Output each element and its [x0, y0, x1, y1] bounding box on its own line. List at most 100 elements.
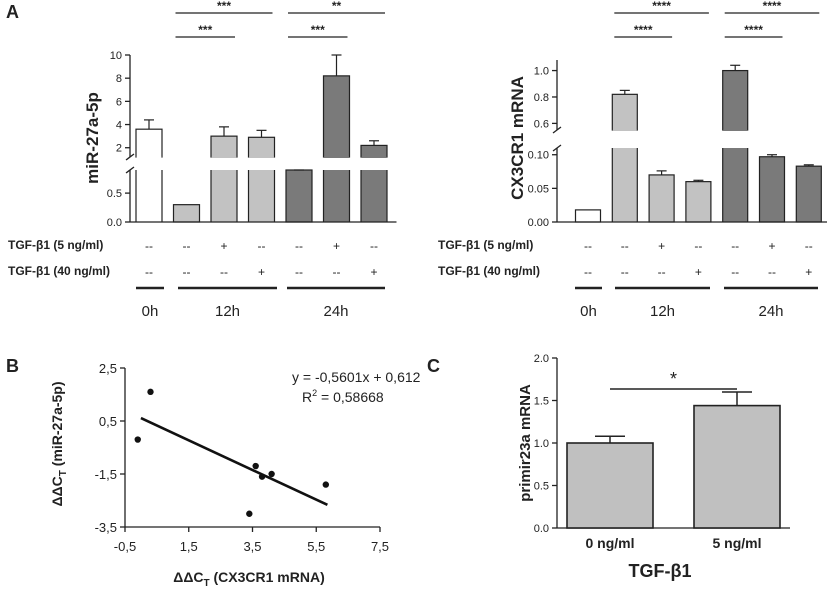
axis-break-mark [552, 126, 562, 134]
y-tick-label: 0.00 [528, 217, 549, 229]
treatment-cell: + [370, 265, 377, 279]
bar [722, 69, 749, 131]
b-xlabel: ΔΔCT (CX3CR1 mRNA) [173, 569, 324, 589]
treatment-cell: -- [584, 265, 592, 279]
bar-join [324, 156, 349, 158]
axis-break-mark [125, 166, 135, 174]
bar-outline [722, 148, 749, 222]
treatment-cell: -- [145, 239, 153, 253]
b-ylabel-main: ΔΔC [49, 476, 65, 506]
significance-stars: *** [198, 23, 212, 37]
bar [685, 181, 712, 223]
b-ylabel: ΔΔCT (miR-27a-5p) [49, 381, 69, 506]
treatment-cell: + [220, 239, 227, 253]
panel-label-a: A [6, 2, 19, 22]
y-tick-label: 1.5 [534, 396, 549, 408]
treatment-cell: -- [258, 239, 266, 253]
scatter-point [258, 473, 266, 480]
bar-join [136, 156, 162, 158]
b-xlabel-main: ΔΔC [173, 569, 203, 585]
y-tick-label: 2.0 [534, 353, 549, 365]
bar-join [249, 156, 274, 158]
treatment-cell: -- [694, 239, 702, 253]
time-label: 24h [323, 303, 348, 320]
bar-outline [360, 170, 388, 222]
significance-stars: **** [634, 23, 653, 37]
bar-outline [135, 170, 163, 222]
bar-lower-segment [136, 170, 162, 222]
bar [566, 442, 654, 529]
bar [758, 156, 786, 223]
axis-break-mark [125, 153, 135, 161]
bar-join [211, 156, 237, 158]
time-label: 12h [650, 303, 675, 320]
y-tick-label: 0.6 [534, 118, 549, 130]
bar-outline [322, 170, 351, 222]
bar-lower-segment [323, 170, 350, 222]
chart-c-bar: primir23a mRNA TGF-β1 0.0 0.5 1.0 1.5 2.0 0 n… [517, 353, 790, 581]
x-tick-label: 3,5 [243, 539, 261, 554]
y-tick-label: -3,5 [95, 520, 117, 535]
bar [611, 93, 638, 131]
treatment-cell: -- [183, 239, 191, 253]
treatment-table-right: TGF-β1 (5 ng/ml) TGF-β1 (40 ng/ml) -- -- +… [438, 238, 818, 320]
treatment-cell: + [258, 265, 265, 279]
bar-outline [611, 148, 638, 222]
b-xlabel-sub: T [204, 578, 210, 589]
significance-stars: **** [744, 23, 763, 37]
panel-label-c: C [427, 356, 440, 376]
scatter-point [134, 436, 141, 443]
treatment-cell: + [658, 239, 665, 253]
time-label: 0h [580, 303, 597, 320]
treatment-cell: -- [183, 265, 191, 279]
bar-lower-segment [361, 170, 387, 222]
treatment-table-left: TGF-β1 (5 ng/ml) TGF-β1 (40 ng/ml) -- -- +… [8, 238, 385, 320]
y-tick-label: 8 [116, 73, 122, 85]
treatment-cell: -- [145, 265, 153, 279]
x-category-label: 0 ng/ml [585, 535, 634, 551]
bar [285, 169, 313, 223]
bar [135, 128, 163, 158]
bar-lower-segment [722, 148, 748, 222]
c-xlabel: TGF-β1 [629, 561, 692, 581]
a-right-ylabel: CX3CR1 mRNA [508, 76, 527, 200]
scatter-point [252, 462, 259, 470]
treatment-cell: -- [621, 265, 629, 279]
time-label: 12h [215, 303, 240, 320]
bar-lower-segment [248, 170, 275, 222]
bar [648, 174, 675, 223]
y-tick-label: 0.8 [534, 92, 549, 104]
a-left-ylabel: miR-27a-5p [83, 92, 102, 184]
trend-line [140, 416, 328, 507]
bar-outline [247, 170, 276, 222]
bar [693, 404, 781, 529]
y-tick-label: 0,5 [99, 414, 117, 429]
chart-a-right: CX3CR1 mRNA 0.000.050.100.60.81.0*******… [508, 0, 827, 229]
bar [172, 204, 201, 223]
b-ylabel-rest: (miR-27a-5p) [49, 381, 65, 470]
treatment-row2-label-left: TGF-β1 (40 ng/ml) [8, 264, 110, 278]
panel-label-b: B [6, 356, 19, 376]
y-tick-label: 0.05 [528, 183, 549, 195]
scatter-point [246, 510, 253, 517]
treatment-cell: + [333, 239, 340, 253]
bar-lower-segment [612, 148, 638, 222]
x-tick-label: 1,5 [180, 539, 198, 554]
x-tick-label: 7,5 [371, 539, 389, 554]
treatment-cell: -- [584, 239, 592, 253]
bar [322, 75, 351, 158]
b-r2: R2 = 0,58668 [302, 388, 384, 405]
treatment-cell: -- [805, 239, 813, 253]
treatment-cell: -- [370, 239, 378, 253]
b-r2-value: = 0,58668 [317, 389, 384, 405]
x-category-label: 5 ng/ml [712, 535, 761, 551]
bar [795, 165, 822, 223]
significance-stars: *** [217, 0, 231, 13]
scatter-point [147, 388, 154, 396]
bar-join [361, 156, 387, 158]
b-xlabel-rest: (CX3CR1 mRNA) [210, 569, 325, 585]
treatment-cell: + [695, 265, 702, 279]
y-tick-label: 6 [116, 96, 122, 108]
treatment-cell: -- [658, 265, 666, 279]
